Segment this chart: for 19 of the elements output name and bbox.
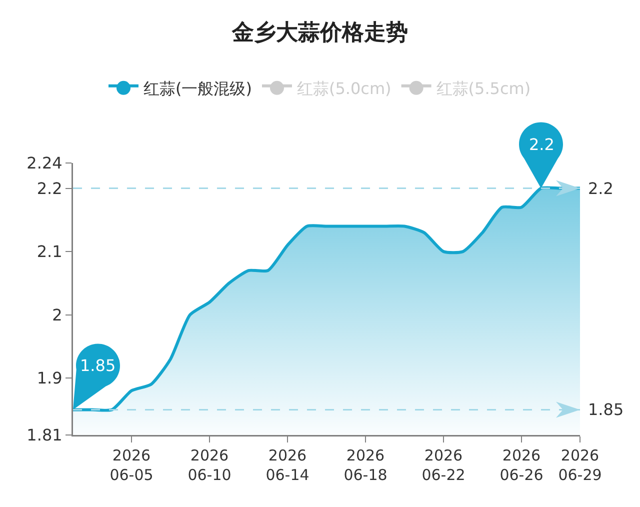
x-tick-label: 2026 06-05: [110, 446, 154, 484]
x-tick-label: 2026 06-29: [558, 446, 602, 484]
x-tick-label: 2026 06-18: [344, 446, 388, 484]
x-tick-label: 2026 06-14: [266, 446, 310, 484]
y-tick-label: 2.1: [36, 242, 62, 262]
x-tick-label: 2026 06-10: [188, 446, 232, 484]
data-label: 2.2: [529, 135, 554, 154]
y-tick-label: 1.81: [26, 426, 62, 445]
ref-line-label: 1.85: [588, 400, 624, 419]
y-tick-label: 2.2: [36, 178, 62, 198]
data-label: 1.85: [80, 356, 116, 375]
y-tick-label: 2: [52, 305, 62, 324]
ref-line-label: 2.2: [588, 179, 614, 198]
x-tick-label: 2026 06-22: [422, 446, 466, 484]
y-tick-label: 1.9: [36, 368, 62, 388]
chart-title: 金乡大蒜价格走势: [231, 20, 408, 46]
x-tick-label: 2026 06-26: [500, 446, 544, 484]
y-tick-label: 2.24: [26, 154, 62, 173]
legend-label: 红蒜(一般混级): [144, 79, 252, 98]
